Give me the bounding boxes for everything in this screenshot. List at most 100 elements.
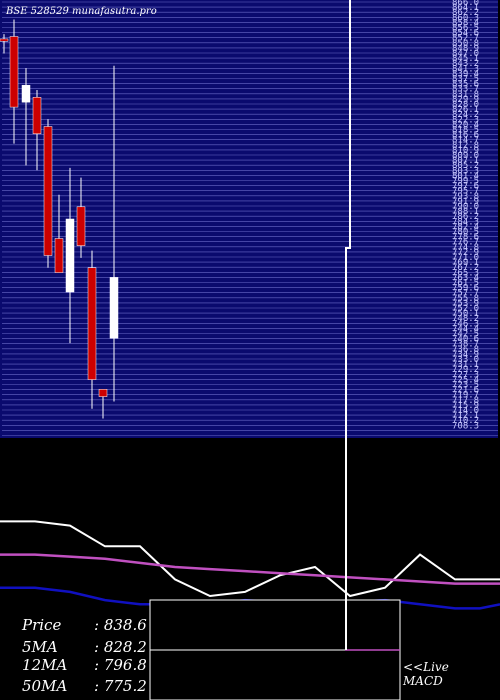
price-tick-label: 733.0 <box>452 355 479 365</box>
price-tick-label: 847.0 <box>452 49 479 59</box>
price-tick-label: 767.2 <box>452 263 479 273</box>
price-tick-label: 852.7 <box>452 34 479 44</box>
price-tick-label: 807.1 <box>452 156 479 166</box>
stat-label-5ma: 5MA <box>22 638 58 656</box>
price-tick-label: 742.5 <box>452 330 479 340</box>
price-tick-label: 826.1 <box>452 105 479 115</box>
price-tick-label: 776.7 <box>452 238 479 248</box>
price-tick-label: 841.3 <box>452 64 479 74</box>
price-gridlines <box>2 1 498 436</box>
price-tick-label: 759.6 <box>452 284 479 294</box>
price-tick-label: 744.4 <box>452 324 479 334</box>
price-tick-label: 710.2 <box>452 416 479 426</box>
stat-value-5ma: : 828.2 <box>94 638 147 656</box>
price-tick-label: 788.1 <box>452 207 479 217</box>
price-tick-label: 729.2 <box>452 365 479 375</box>
price-tick-label: 854.6 <box>452 29 479 39</box>
price-panel-background <box>0 0 498 438</box>
price-tick-label: 725.4 <box>452 375 479 385</box>
candle-bull <box>109 277 119 339</box>
price-axis-ticks: 866.0864.1862.2860.3858.4856.5854.6852.7… <box>452 0 479 431</box>
price-tick-label: 772.9 <box>452 248 479 258</box>
price-tick-label: 858.4 <box>452 18 479 28</box>
stat-label-price: Price <box>22 616 62 634</box>
price-tick-label: 761.5 <box>452 279 479 289</box>
price-tick-label: 790.0 <box>452 202 479 212</box>
price-tick-label: 791.9 <box>452 197 479 207</box>
price-tick-label: 750.1 <box>452 309 479 319</box>
price-tick-label: 803.3 <box>452 166 479 176</box>
candle-bear <box>76 206 86 246</box>
price-tick-label: 763.4 <box>452 273 479 283</box>
price-tick-label: 778.6 <box>452 233 479 243</box>
price-tick-label: 784.3 <box>452 217 479 227</box>
price-tick-label: 740.6 <box>452 335 479 345</box>
price-tick-label: 860.3 <box>452 13 479 23</box>
price-tick-label: 839.4 <box>452 69 479 79</box>
line-ma_long <box>0 553 500 585</box>
price-tick-label: 810.9 <box>452 146 479 156</box>
price-tick-label: 771.0 <box>452 253 479 263</box>
price-tick-label: 727.3 <box>452 370 479 380</box>
price-tick-label: 717.8 <box>452 396 479 406</box>
candle-bull <box>65 218 75 293</box>
price-tick-label: 757.7 <box>452 289 479 299</box>
price-tick-label: 782.4 <box>452 222 479 232</box>
price-tick-label: 805.2 <box>452 161 479 171</box>
price-tick-label: 818.5 <box>452 126 479 136</box>
price-tick-label: 708.3 <box>452 421 479 431</box>
price-tick-label: 843.2 <box>452 59 479 69</box>
price-tick-label: 829.9 <box>452 95 479 105</box>
price-tick-label: 801.4 <box>452 171 479 181</box>
indicator-lines <box>0 520 500 610</box>
price-tick-label: 723.5 <box>452 381 479 391</box>
price-tick-label: 748.2 <box>452 314 479 324</box>
candle-bear <box>0 38 9 42</box>
stat-value-price: : 838.6 <box>94 616 147 634</box>
price-tick-label: 712.1 <box>452 411 479 421</box>
price-tick-label: 799.5 <box>452 177 479 187</box>
price-tick-label: 833.7 <box>452 85 479 95</box>
price-tick-label: 831.8 <box>452 90 479 100</box>
price-tick-label: 828.0 <box>452 100 479 110</box>
line-price <box>0 520 500 598</box>
price-tick-label: 715.9 <box>452 401 479 411</box>
macd-link[interactable]: MACD <box>403 674 443 688</box>
price-tick-label: 738.7 <box>452 340 479 350</box>
chart-title: BSE 528529 munafasutra.pro <box>5 6 157 17</box>
price-tick-label: 714.0 <box>452 406 479 416</box>
stat-label-12ma: 12MA <box>22 656 68 674</box>
price-tick-label: 774.8 <box>452 243 479 253</box>
price-tick-label: 731.1 <box>452 360 479 370</box>
price-tick-label: 845.1 <box>452 54 479 64</box>
price-tick-label: 734.9 <box>452 350 479 360</box>
price-tick-label: 793.8 <box>452 192 479 202</box>
stat-value-12ma: : 796.8 <box>94 656 147 674</box>
candle-bear <box>9 36 19 108</box>
stat-label-50ma: 50MA <box>22 677 68 695</box>
price-tick-label: 780.5 <box>452 228 479 238</box>
live-link[interactable]: <<Live <box>403 660 449 674</box>
price-tick-label: 769.1 <box>452 258 479 268</box>
candle-bear <box>87 267 97 380</box>
price-tick-label: 736.8 <box>452 345 479 355</box>
price-tick-label: 719.7 <box>452 391 479 401</box>
price-tick-label: 814.7 <box>452 136 479 146</box>
price-tick-label: 753.9 <box>452 299 479 309</box>
price-tick-label: 862.2 <box>452 8 479 18</box>
price-tick-label: 850.8 <box>452 39 479 49</box>
stat-value-50ma: : 775.2 <box>94 677 147 695</box>
price-tick-label: 824.2 <box>452 110 479 120</box>
candle-bull <box>21 84 31 103</box>
price-tick-label: 848.9 <box>452 44 479 54</box>
price-tick-label: 746.3 <box>452 319 479 329</box>
price-tick-label: 856.5 <box>452 24 479 34</box>
price-tick-label: 797.6 <box>452 182 479 192</box>
price-tick-label: 816.6 <box>452 131 479 141</box>
candlestick-series <box>0 19 119 419</box>
candle-bear <box>54 238 64 273</box>
price-tick-label: 721.6 <box>452 386 479 396</box>
price-tick-label: 812.8 <box>452 141 479 151</box>
candle-bear <box>98 389 108 397</box>
